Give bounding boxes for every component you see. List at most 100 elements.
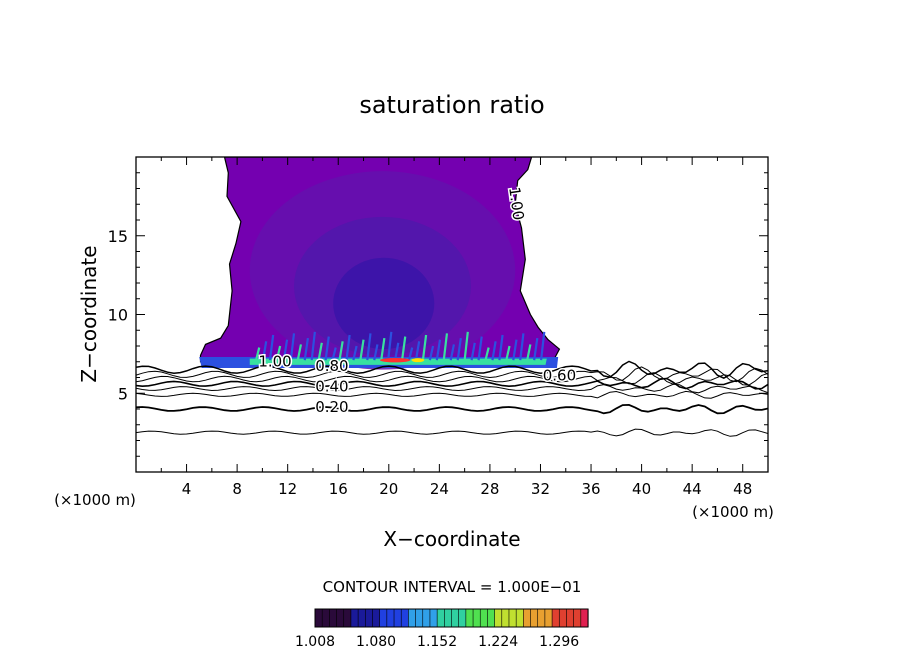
colorbar-cell bbox=[357, 608, 366, 628]
colorbar-cell bbox=[515, 608, 524, 628]
colorbar-cell bbox=[329, 608, 338, 628]
contour-label: 0.80 bbox=[315, 357, 348, 375]
streak bbox=[366, 333, 372, 361]
band-max-yellow bbox=[411, 358, 425, 363]
streak bbox=[331, 347, 337, 361]
colorbar-cell bbox=[408, 608, 417, 628]
x-tick-label: 24 bbox=[430, 480, 449, 498]
contour-line bbox=[136, 390, 768, 399]
streak bbox=[477, 336, 483, 361]
colorbar-cell bbox=[372, 608, 381, 628]
streak bbox=[317, 342, 323, 361]
colorbar-cell bbox=[551, 608, 560, 628]
colorbar-cell bbox=[573, 608, 582, 628]
colorbar bbox=[314, 608, 589, 628]
contour-line bbox=[136, 428, 768, 437]
x-tick-label: 20 bbox=[379, 480, 398, 498]
colorbar-cell bbox=[436, 608, 445, 628]
colorbar-cell bbox=[523, 608, 532, 628]
streak bbox=[324, 336, 330, 361]
colorbar-cell bbox=[429, 608, 438, 628]
y-tick-label: 10 bbox=[108, 306, 128, 325]
colorbar-tick-labels: 1.008 1.080 1.152 1.224 1.296 bbox=[295, 634, 579, 650]
streak bbox=[484, 347, 490, 361]
colorbar-cell bbox=[415, 608, 424, 628]
colorbar-cell bbox=[400, 608, 409, 628]
streak bbox=[400, 336, 407, 361]
streak bbox=[255, 347, 261, 361]
x-tick-label: 12 bbox=[278, 480, 297, 498]
y-axis-label: Z−coordinate bbox=[77, 245, 101, 382]
chart-title: saturation ratio bbox=[359, 91, 544, 119]
colorbar-cell bbox=[386, 608, 395, 628]
x-tick-label: 32 bbox=[531, 480, 550, 498]
streak bbox=[345, 334, 351, 361]
streak bbox=[491, 341, 497, 361]
colorbar-cell bbox=[530, 608, 539, 628]
streak bbox=[359, 339, 365, 361]
streak bbox=[414, 341, 421, 361]
colorbar-cell bbox=[544, 608, 553, 628]
colorbar-cell bbox=[494, 608, 503, 628]
streak bbox=[407, 347, 414, 361]
contour-label: 0.20 bbox=[315, 398, 348, 416]
streak bbox=[289, 333, 296, 361]
streak bbox=[463, 331, 469, 361]
colorbar-cell bbox=[451, 608, 460, 628]
x-tick-label: 28 bbox=[480, 480, 499, 498]
streak bbox=[303, 337, 309, 361]
band-max-red bbox=[379, 357, 411, 363]
streak bbox=[282, 339, 289, 361]
streak bbox=[421, 334, 428, 361]
colorbar-tick-label: 1.152 bbox=[417, 634, 457, 650]
colorbar-tick-label: 1.296 bbox=[539, 634, 579, 650]
x-tick-label: 8 bbox=[232, 480, 242, 498]
colorbar-cell bbox=[422, 608, 431, 628]
streak bbox=[296, 344, 303, 361]
streak bbox=[352, 345, 358, 361]
x-tick-label: 4 bbox=[182, 480, 192, 498]
streak bbox=[268, 334, 275, 361]
x-tick-label: 44 bbox=[683, 480, 702, 498]
colorbar-cell bbox=[321, 608, 330, 628]
colorbar-cell bbox=[487, 608, 496, 628]
contour-labels: 1.001.00 0.800.400.200.60 bbox=[257, 184, 578, 417]
streak bbox=[338, 341, 344, 361]
y-tick-label: 15 bbox=[108, 227, 128, 246]
x-tick-label: 36 bbox=[581, 480, 600, 498]
colorbar-cell bbox=[444, 608, 453, 628]
streak bbox=[435, 339, 442, 361]
x-axis-label: X−coordinate bbox=[383, 527, 520, 551]
contour-label: 0.40 bbox=[315, 378, 348, 396]
colorbar-cell bbox=[479, 608, 489, 628]
x-unit-left: (×1000 m) bbox=[54, 491, 136, 509]
streak bbox=[519, 333, 525, 361]
colorbar-tick-label: 1.080 bbox=[356, 634, 396, 650]
streak bbox=[526, 344, 532, 361]
streak bbox=[261, 341, 268, 361]
streak bbox=[449, 344, 455, 361]
streak bbox=[373, 344, 379, 361]
streak bbox=[498, 334, 504, 361]
colorbar-cell bbox=[336, 608, 345, 628]
colorbar-cell bbox=[393, 608, 402, 628]
streak bbox=[456, 337, 462, 361]
colorbar-frame bbox=[314, 608, 589, 628]
core-inner bbox=[333, 257, 435, 350]
streak bbox=[442, 333, 449, 361]
streak bbox=[275, 345, 282, 361]
contour-label: 1.00 bbox=[258, 352, 291, 370]
contour-line bbox=[136, 372, 768, 386]
colorbar-cell bbox=[364, 608, 374, 628]
streak bbox=[505, 345, 511, 361]
colorbar-cell bbox=[537, 608, 546, 628]
x-tick-label: 48 bbox=[733, 480, 752, 498]
contour-interval-text: CONTOUR INTERVAL = 1.000E−01 bbox=[323, 578, 582, 596]
colorbar-cell bbox=[465, 608, 474, 628]
streak bbox=[512, 339, 518, 361]
streak bbox=[394, 342, 400, 361]
contour-line bbox=[136, 403, 768, 415]
colorbar-cell bbox=[580, 608, 589, 628]
colorbar-cell bbox=[558, 608, 568, 628]
